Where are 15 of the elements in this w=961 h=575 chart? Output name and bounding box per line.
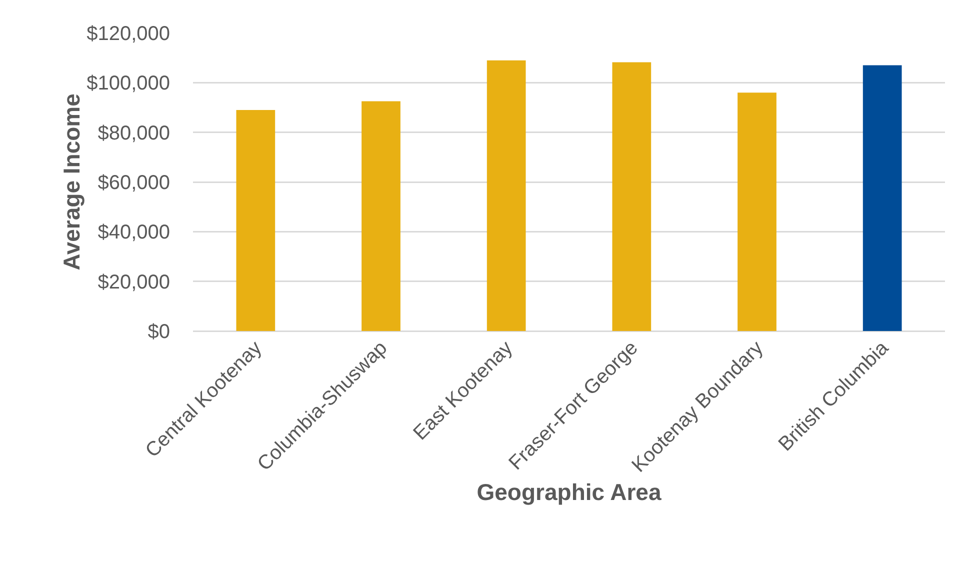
y-tick-label: $40,000	[98, 222, 170, 244]
y-tick-label: $100,000	[86, 72, 170, 95]
bar	[612, 62, 652, 331]
bar	[362, 101, 400, 331]
bar	[486, 60, 526, 331]
y-tick-label: $80,000	[98, 122, 170, 144]
y-tick-label: $0	[148, 321, 170, 343]
bar	[738, 92, 776, 331]
x-axis-title: Geographic Area	[476, 478, 662, 505]
y-tick-label: $60,000	[98, 172, 170, 194]
y-tick-label: $120,000	[86, 23, 170, 45]
bar	[236, 110, 276, 331]
y-tick-label: $20,000	[98, 271, 170, 294]
bar	[862, 65, 902, 331]
y-axis-title: Average Income	[58, 94, 85, 270]
